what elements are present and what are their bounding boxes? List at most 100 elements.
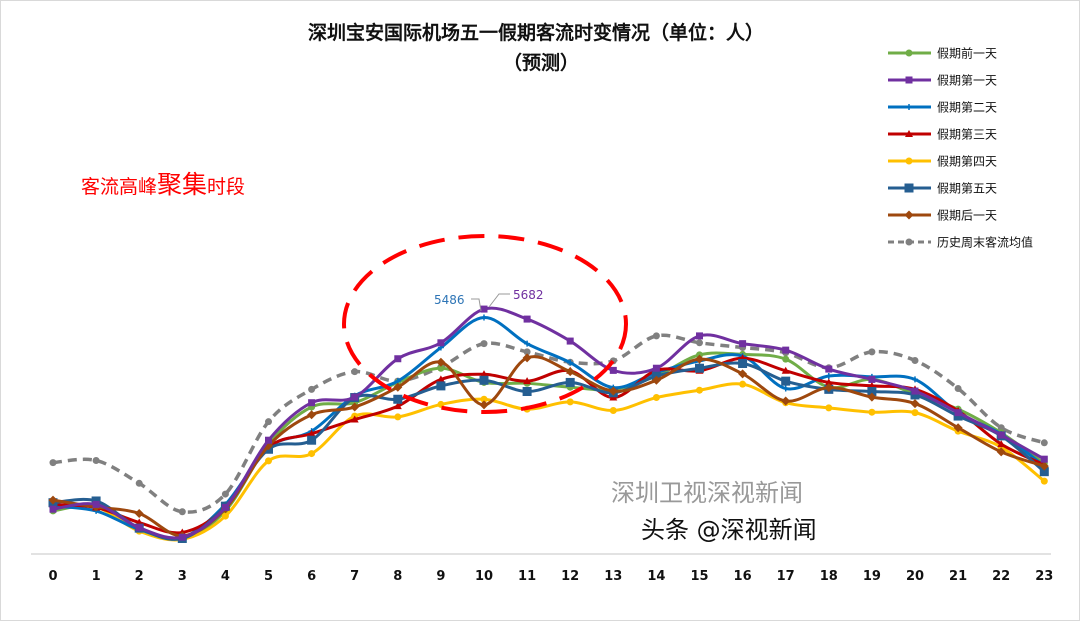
data-point: [135, 524, 143, 532]
data-point: [782, 385, 789, 392]
legend-marker: [905, 157, 913, 165]
data-point: [609, 366, 617, 374]
x-tick-label: 0: [48, 569, 57, 584]
x-tick-label: 4: [221, 569, 230, 584]
data-point: [49, 505, 57, 513]
data-point: [739, 380, 747, 388]
data-point: [782, 355, 790, 363]
data-point: [868, 348, 876, 356]
series-line: [52, 333, 1045, 514]
data-point: [178, 508, 186, 516]
data-point: [738, 369, 748, 379]
data-point: [910, 390, 920, 400]
data-point: [997, 424, 1005, 432]
data-point: [480, 395, 488, 403]
x-tick-label: 3: [178, 569, 187, 584]
data-point: [652, 394, 660, 402]
data-point: [479, 375, 489, 385]
data-point: [825, 365, 833, 373]
series-2: [50, 314, 1048, 541]
data-labels: 5486 5682: [434, 288, 544, 312]
legend-item[interactable]: 假期前一天: [888, 46, 997, 61]
legend-marker: [904, 183, 914, 193]
data-point: [608, 386, 618, 396]
data-point: [221, 490, 229, 498]
x-tick-label: 20: [906, 569, 924, 584]
data-point: [393, 402, 402, 410]
x-tick-label: 23: [1035, 569, 1053, 584]
legend-label: 假期第三天: [937, 128, 997, 142]
x-tick-label: 21: [949, 569, 967, 584]
data-point: [436, 381, 446, 391]
series-4: [49, 380, 1048, 543]
data-point: [997, 440, 1006, 448]
legend-item[interactable]: 假期第五天: [888, 182, 997, 196]
data-point: [393, 382, 403, 392]
legend-label: 假期第五天: [937, 182, 997, 196]
series-line: [52, 306, 1046, 540]
legend: 假期前一天假期第一天假期第二天假期第三天假期第四天假期第五天假期后一天历史周末客…: [888, 46, 1033, 250]
x-tick-label: 11: [518, 569, 536, 584]
data-point: [437, 339, 445, 347]
data-point: [781, 376, 791, 386]
data-point: [92, 456, 100, 464]
series-line: [52, 382, 1046, 542]
data-point: [1040, 477, 1048, 485]
data-point: [695, 354, 704, 364]
legend-item[interactable]: 假期第一天: [888, 74, 997, 88]
data-point: [911, 409, 919, 417]
data-point: [738, 358, 748, 368]
data-point: [135, 479, 143, 487]
data-point: [566, 337, 574, 345]
data-point: [480, 370, 488, 378]
x-tick-label: 10: [475, 569, 493, 584]
peak-annotation-c: 时段: [207, 176, 245, 198]
data-point: [393, 394, 403, 404]
data-point: [394, 355, 402, 363]
data-point: [996, 447, 1006, 457]
data-point: [565, 367, 575, 377]
series-line: [52, 316, 1046, 541]
series-0: [49, 350, 1048, 542]
data-point: [480, 305, 488, 313]
legend-label: 历史周末客流均值: [937, 235, 1033, 250]
watermark-line2: 头条 @深视新闻: [641, 516, 817, 544]
x-tick-label: 22: [992, 569, 1010, 584]
x-tick-label: 7: [350, 569, 359, 584]
data-point: [911, 387, 919, 395]
legend-item[interactable]: 假期第三天: [888, 128, 997, 142]
legend-item[interactable]: 假期后一天: [888, 209, 997, 223]
data-point: [911, 356, 919, 364]
legend-marker: [906, 104, 912, 110]
data-point: [867, 392, 877, 402]
data-point: [739, 340, 747, 348]
x-tick-label: 17: [777, 569, 795, 584]
legend-item[interactable]: 假期第二天: [888, 101, 997, 115]
data-point: [480, 340, 488, 348]
legend-marker: [905, 76, 913, 84]
data-point: [350, 402, 360, 412]
peak-annotation-a: 客流高峰: [81, 176, 157, 198]
data-point: [523, 377, 532, 385]
data-point: [1040, 455, 1048, 463]
legend-item[interactable]: 历史周末客流均值: [888, 235, 1033, 250]
data-point: [522, 353, 532, 363]
data-point: [307, 410, 317, 420]
legend-item[interactable]: 假期第四天: [888, 155, 997, 169]
data-point: [912, 376, 918, 383]
data-point: [825, 404, 833, 412]
watermark-line1: 深圳卫视深视新闻: [611, 479, 803, 507]
data-point: [436, 357, 446, 367]
legend-marker: [905, 238, 913, 246]
legend-marker: [904, 210, 914, 220]
x-tick-label: 1: [92, 569, 101, 584]
x-tick-label: 19: [863, 569, 881, 584]
data-point: [868, 408, 876, 416]
data-point: [867, 387, 877, 396]
data-point: [696, 386, 703, 394]
leader-line: [488, 293, 510, 308]
data-point: [437, 364, 445, 372]
data-point: [481, 314, 487, 321]
